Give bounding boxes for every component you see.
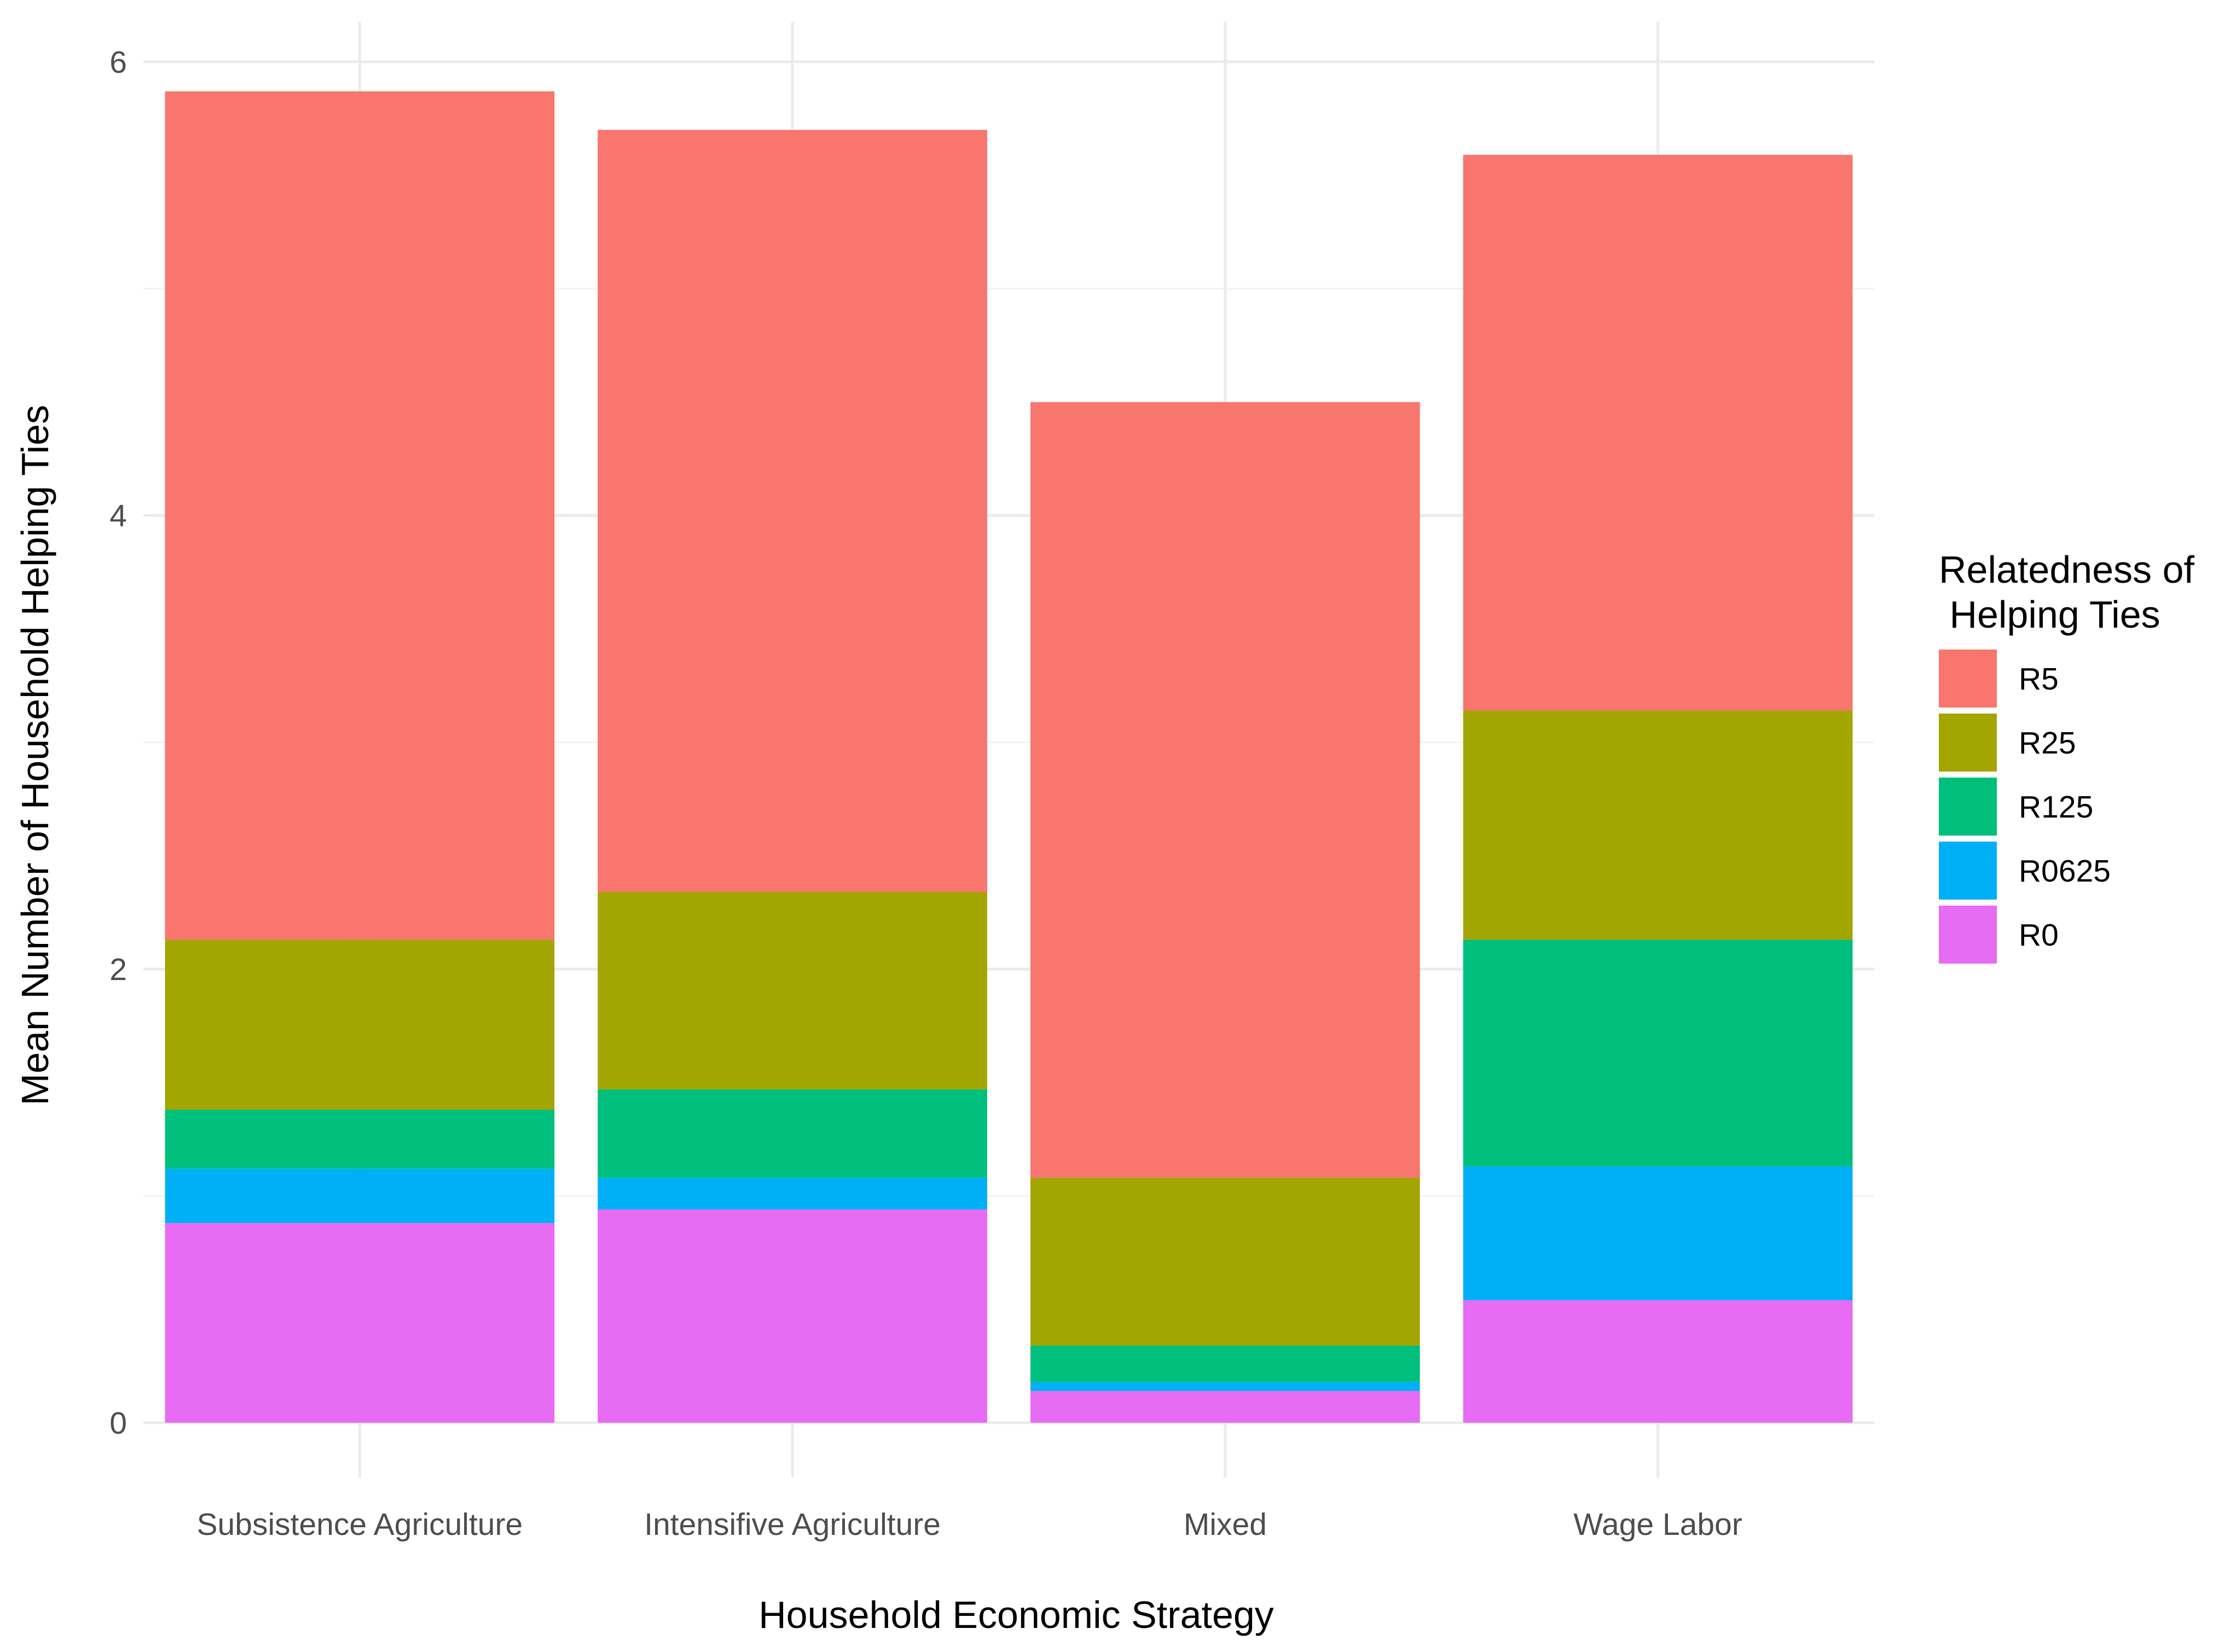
bar-segment-r0: [1463, 1300, 1853, 1423]
bar-segment-r125: [165, 1109, 555, 1169]
x-tick-label: Intensifive Agriculture: [644, 1507, 941, 1542]
legend-title-line-1: Relatedness of: [1939, 548, 2195, 591]
y-axis-title: Mean Number of Household Helping Ties: [14, 405, 56, 1105]
legend-key-r5: [1939, 650, 1997, 708]
bar-segment-r5: [165, 91, 555, 940]
legend-key-r0625: [1939, 842, 1997, 900]
bar-segment-r0625: [1463, 1166, 1853, 1301]
bar-segment-r0: [598, 1209, 987, 1423]
y-tick-label: 0: [109, 1406, 127, 1441]
bar-segment-r0625: [598, 1178, 987, 1210]
bar-segment-r25: [1463, 710, 1853, 940]
legend-label-r25: R25: [2019, 726, 2076, 761]
x-axis-ticks: Subsistence Agriculture Intensifive Agric…: [197, 1507, 1742, 1542]
x-axis-title: Household Economic Strategy: [758, 1593, 1274, 1636]
y-tick-label: 2: [109, 952, 127, 987]
y-tick-label: 4: [109, 499, 127, 534]
bar-segment-r25: [598, 892, 987, 1089]
y-tick-label: 6: [109, 45, 127, 80]
bar-segment-r0: [1030, 1390, 1420, 1423]
legend-label-r0: R0: [2019, 918, 2059, 953]
bar-segment-r25: [1030, 1178, 1420, 1346]
x-tick-label: Mixed: [1184, 1507, 1267, 1542]
x-tick-label: Subsistence Agriculture: [197, 1507, 523, 1542]
bar-segment-r5: [1463, 154, 1853, 711]
legend-key-r125: [1939, 778, 1997, 836]
legend: Relatedness of Helping Ties R5 R25 R125 R06…: [1939, 548, 2195, 964]
y-axis-ticks: 0 2 4 6: [109, 45, 127, 1441]
bar-segment-r25: [165, 940, 555, 1110]
legend-items: R5 R25 R125 R0625 R0: [1939, 650, 2111, 964]
bar-segment-r125: [1030, 1346, 1420, 1382]
bars: [165, 91, 1853, 1423]
bar-segment-r125: [598, 1089, 987, 1178]
legend-label-r125: R125: [2019, 790, 2093, 825]
legend-key-r0: [1939, 906, 1997, 964]
bar-segment-r0: [165, 1223, 555, 1423]
bar-segment-r0625: [1030, 1382, 1420, 1391]
legend-title-line-2: Helping Ties: [1939, 593, 2160, 636]
bar-segment-r0625: [165, 1168, 555, 1224]
bar-segment-r5: [598, 130, 987, 892]
bar-segment-r5: [1030, 402, 1420, 1178]
legend-key-r25: [1939, 714, 1997, 772]
legend-label-r5: R5: [2019, 662, 2059, 697]
x-tick-label: Wage Labor: [1573, 1507, 1742, 1542]
legend-label-r0625: R0625: [2019, 854, 2111, 889]
bar-segment-r125: [1463, 940, 1853, 1167]
